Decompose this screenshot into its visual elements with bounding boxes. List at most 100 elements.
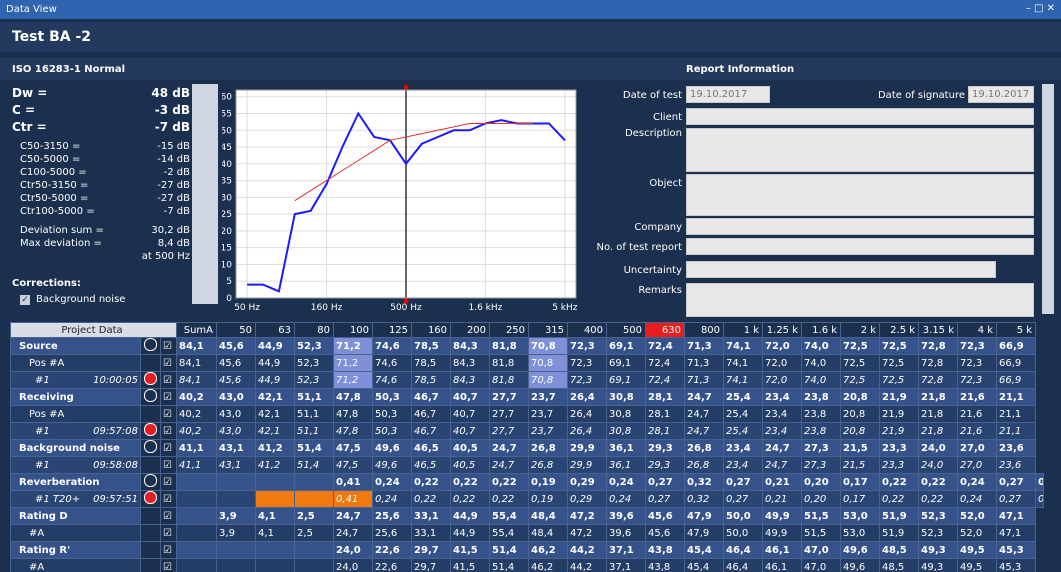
row-checkbox[interactable]: ☑ [159,371,178,389]
row-checkbox[interactable]: ☑ [159,456,178,474]
value-cell: 44,9 [450,507,491,525]
value-cell: 23,8 [801,422,842,440]
y-tick-label: 50 [222,126,232,136]
y-tick-label: 35 [222,177,232,187]
metric-label: Ctr100-5000 = [20,206,95,217]
value-cell: 20,8 [840,388,881,406]
status-dot[interactable] [144,372,157,385]
value-cell: 46,5 [411,456,452,474]
row-checkbox[interactable]: ☑ [159,507,178,525]
value-cell: 25,6 [372,524,413,542]
value-cell: 72,3 [957,371,998,389]
row-checkbox[interactable]: ☑ [159,558,178,572]
metric-label: Ctr50-3150 = [20,180,89,191]
value-cell: 0,32 [1035,490,1044,508]
value-cell: 24,0 [918,439,959,457]
status-dot[interactable] [144,491,157,504]
value-cell: 46,1 [762,558,803,572]
value-cell: 51,4 [489,541,530,559]
cursor-marker [403,298,409,304]
value-cell: 74,6 [372,337,413,355]
value-cell: 81,8 [489,371,530,389]
metric-label: Dw = [12,86,48,100]
value-cell: 23,8 [801,405,842,423]
value-cell: 28,1 [645,422,686,440]
field-input [686,174,1034,216]
row-name: #1 [35,459,50,471]
status-dot[interactable] [144,338,157,351]
value-cell: 48,5 [879,558,920,572]
row-checkbox[interactable]: ☑ [159,473,178,491]
window-controls[interactable]: – □ ✕ [1025,3,1055,14]
value-cell: 46,2 [528,541,569,559]
value-cell: 24,7 [333,507,374,525]
value-cell: 37,1 [606,558,647,572]
value-cell: 47,2 [567,524,608,542]
row-label: #A [10,558,141,572]
value-cell: 52,0 [957,524,998,542]
value-cell: 49,3 [918,541,959,559]
value-cell: 30,8 [606,422,647,440]
report-title: Report Information [686,64,795,75]
row-checkbox[interactable]: ☑ [159,541,178,559]
y-tick-label: 60 [222,93,232,103]
value-cell [294,473,335,491]
status-dot[interactable] [144,389,157,402]
column-header: 1.25 k [762,322,803,338]
value-cell: 72,8 [918,371,959,389]
scrollbar[interactable] [1042,84,1054,314]
scrollbar[interactable] [192,84,218,304]
row-label: Reverberation [10,473,141,491]
column-header: 400 [567,322,608,338]
value-cell: 45,6 [216,371,257,389]
field-input: 19.10.2017 [686,86,770,103]
row-name: Pos #A [29,357,65,369]
value-cell: 0,19 [528,490,569,508]
row-checkbox[interactable]: ☑ [159,524,178,542]
row-name: #1 T20+ [35,493,81,505]
metric-label: Ctr = [12,120,47,134]
correction-item: Background noise [36,294,126,305]
status-dot[interactable] [144,440,157,453]
status-icon [140,507,161,525]
value-cell: 45,4 [684,541,725,559]
value-cell: 26,8 [528,439,569,457]
value-cell: 72,0 [762,354,803,372]
value-cell: 81,8 [489,337,530,355]
row-checkbox[interactable]: ☑ [159,422,178,440]
value-cell: 40,7 [450,388,491,406]
row-checkbox[interactable]: ☑ [159,337,178,355]
x-tick-label: 500 Hz [390,303,422,313]
value-cell: 46,4 [723,558,764,572]
row-checkbox[interactable]: ☑ [159,354,178,372]
value-cell: 72,0 [762,371,803,389]
row-checkbox[interactable]: ☑ [159,388,178,406]
value-cell: 72,0 [762,337,803,355]
row-checkbox[interactable]: ☑ [159,439,178,457]
value-cell: 0,29 [567,473,608,491]
value-cell: 78,5 [411,371,452,389]
table-row: Reverberation ☑ 0,41 0,24 0,22 0,22 0,22 0,19 0,… [10,473,1044,491]
value-cell: 0,29 [567,490,608,508]
heading: Test BA -2 [12,29,92,45]
status-dot[interactable] [144,474,157,487]
table-row: Pos #A ☑ 84,1 45,6 44,9 52,3 71,2 74,6 78,5 84,3 8… [10,354,1044,372]
value-cell: 70,8 [528,371,569,389]
field-input [686,238,1034,255]
sum-cell [176,541,218,559]
value-cell: 44,9 [255,354,296,372]
status-dot[interactable] [144,423,157,436]
value-cell: 3,9 [216,507,257,525]
value-cell: 48,4 [528,524,569,542]
row-time: 09:57:51 [93,493,138,505]
row-name: Receiving [19,391,74,403]
row-label: #1 10:00:05 [10,371,141,389]
row-checkbox[interactable]: ☑ [159,405,178,423]
value-cell: 29,7 [411,558,452,572]
value-cell: 49,6 [372,439,413,457]
row-label: Pos #A [10,354,141,372]
metric-label: C50-3150 = [20,141,81,152]
value-cell: 72,5 [879,337,920,355]
row-checkbox[interactable]: ☑ [159,490,178,508]
row-label: Receiving [10,388,141,406]
